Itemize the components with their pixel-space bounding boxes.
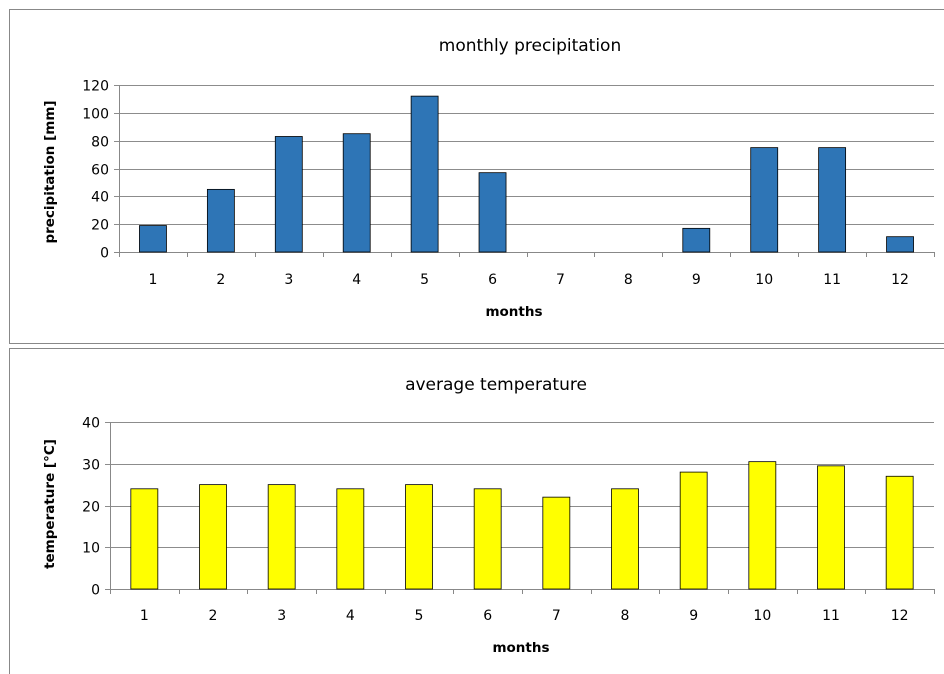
precip-y-axis-label: precipitation [mm] <box>42 100 58 243</box>
temp-x-tick-label: 8 <box>621 608 630 624</box>
precip-x-tick-label: 5 <box>420 272 429 288</box>
precip-bar-6 <box>478 172 507 253</box>
precip-y-tick-label: 0 <box>100 246 109 262</box>
temp-x-tick-label: 5 <box>415 608 424 624</box>
temp-x-axis-label: months <box>492 640 549 656</box>
precip-bar-4 <box>342 133 371 253</box>
temp-bar-1 <box>130 488 159 590</box>
temp-bar-5 <box>405 484 433 590</box>
precip-x-tick-label: 1 <box>148 272 157 288</box>
temp-bar-2 <box>199 484 227 590</box>
temp-x-tick-label: 7 <box>552 608 561 624</box>
temp-y-tick-label: 30 <box>82 458 100 474</box>
temp-bar-10 <box>748 461 777 590</box>
temp-chart-title: average temperature <box>405 375 587 395</box>
temp-bar-9 <box>679 471 708 590</box>
temp-x-tick-label: 10 <box>753 608 771 624</box>
precip-bar-2 <box>206 188 235 253</box>
precip-bar-9 <box>682 227 711 253</box>
precip-chart-title: monthly precipitation <box>439 36 621 56</box>
temp-x-tick-label: 6 <box>483 608 492 624</box>
temp-bar-7 <box>542 496 571 590</box>
precip-bar-11 <box>818 147 847 253</box>
precip-x-tick-label: 10 <box>755 272 773 288</box>
temp-x-tick-label: 1 <box>140 608 149 624</box>
temp-bar-6 <box>473 488 502 590</box>
precip-bar-1 <box>139 225 167 253</box>
temp-y-tick-label: 10 <box>82 541 100 557</box>
precip-bar-10 <box>750 147 779 253</box>
temp-x-tick-label: 3 <box>277 608 286 624</box>
temp-bar-8 <box>611 488 639 590</box>
precip-x-tick-label: 4 <box>352 272 361 288</box>
temp-bar-3 <box>267 484 296 590</box>
temp-y-tick-label: 0 <box>91 583 100 599</box>
temp-bar-11 <box>817 465 845 590</box>
precip-x-axis-label: months <box>485 304 542 320</box>
precip-y-tick-label: 120 <box>82 79 109 95</box>
precip-bar-3 <box>274 136 303 253</box>
precip-x-tick-label: 8 <box>624 272 633 288</box>
precip-x-tick-label: 11 <box>823 272 841 288</box>
temp-bar-12 <box>885 475 914 590</box>
temp-x-tick-label: 9 <box>689 608 698 624</box>
precip-x-tick-label: 9 <box>692 272 701 288</box>
temp-y-tick-label: 20 <box>82 500 100 516</box>
precip-x-tick-label: 6 <box>488 272 497 288</box>
precip-bar-12 <box>886 236 914 253</box>
precip-y-tick-label: 20 <box>91 218 109 234</box>
temp-y-tick-label: 40 <box>82 416 100 432</box>
precip-bar-5 <box>410 95 439 253</box>
temp-x-tick-label: 2 <box>209 608 218 624</box>
precip-x-tick-label: 3 <box>284 272 293 288</box>
temp-bar-4 <box>336 488 365 590</box>
precip-x-tick-label: 7 <box>556 272 565 288</box>
precip-y-tick-label: 100 <box>82 107 109 123</box>
precip-y-tick-label: 60 <box>91 163 109 179</box>
precip-x-tick-label: 12 <box>891 272 909 288</box>
precip-chart-frame <box>9 9 944 344</box>
temp-x-tick-label: 12 <box>891 608 909 624</box>
temp-x-tick-label: 11 <box>822 608 840 624</box>
temp-x-tick-label: 4 <box>346 608 355 624</box>
precip-x-tick-label: 2 <box>216 272 225 288</box>
precip-y-tick-label: 80 <box>91 135 109 151</box>
precip-y-tick-label: 40 <box>91 190 109 206</box>
temp-y-axis-label: temperature [°C] <box>42 439 58 569</box>
